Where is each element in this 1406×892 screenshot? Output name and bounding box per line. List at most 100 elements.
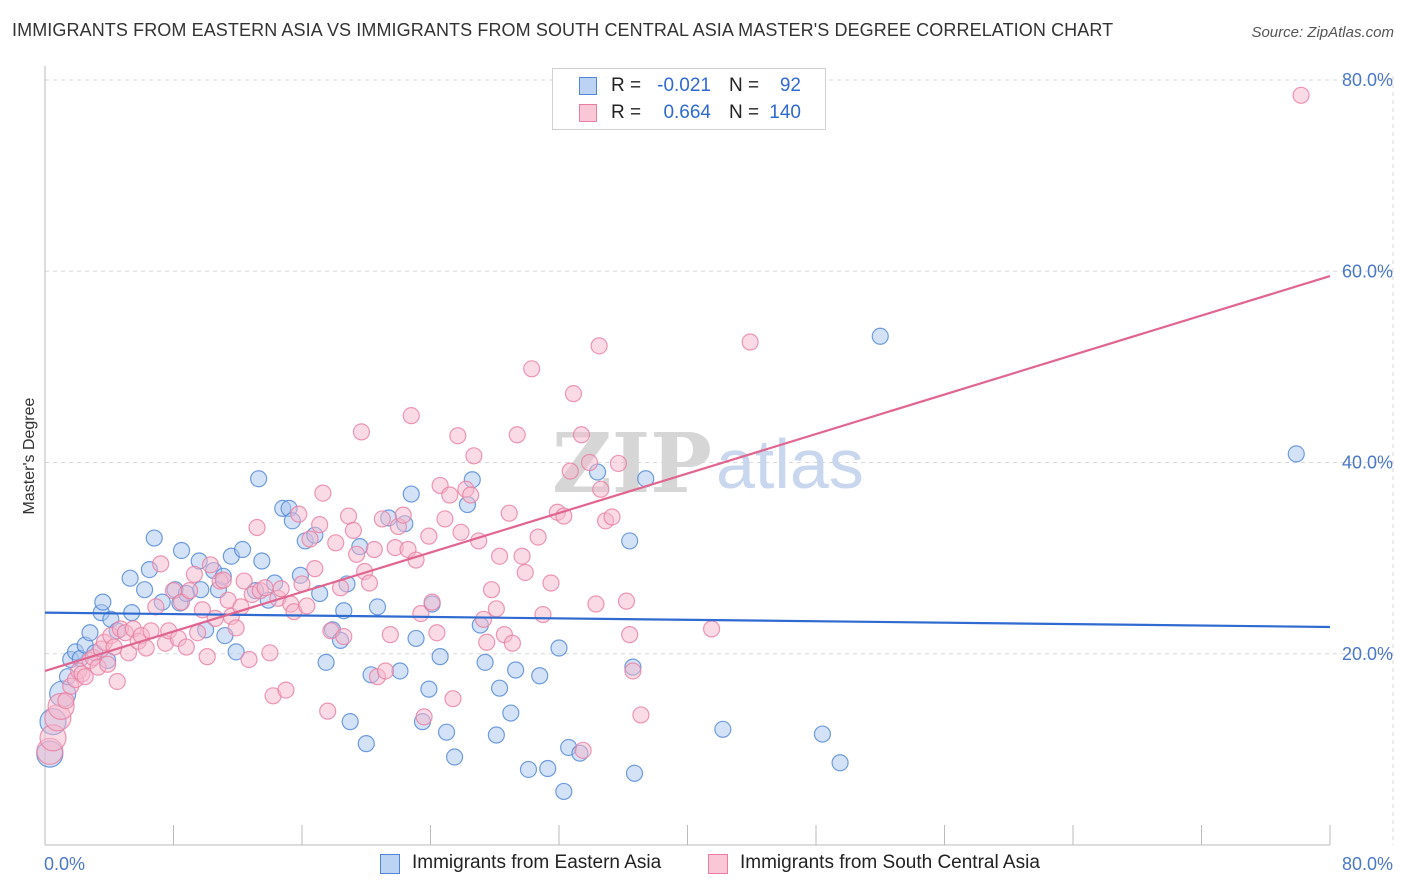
data-point-south-central-asia xyxy=(376,662,395,680)
legend-label-south-central-asia: Immigrants from South Central Asia xyxy=(740,852,1040,873)
data-point-south-central-asia xyxy=(534,605,552,624)
data-point-eastern-asia xyxy=(431,648,449,666)
data-point-south-central-asia xyxy=(256,579,274,597)
data-point-eastern-asia xyxy=(250,470,268,488)
swatch-eastern-asia xyxy=(579,77,597,95)
data-point-south-central-asia xyxy=(352,423,371,441)
data-point-south-central-asia xyxy=(508,426,526,444)
y-tick-label: 40.0% xyxy=(1342,453,1393,473)
n-value: 92 xyxy=(779,75,801,96)
data-point-south-central-asia xyxy=(298,597,316,615)
data-point-south-central-asia xyxy=(452,523,470,541)
data-point-south-central-asia xyxy=(487,600,505,618)
data-point-eastern-asia xyxy=(368,598,387,616)
data-point-south-central-asia xyxy=(609,454,628,473)
data-point-south-central-asia xyxy=(235,572,253,590)
data-point-south-central-asia xyxy=(185,565,203,583)
data-point-south-central-asia xyxy=(617,592,636,610)
data-point-south-central-asia xyxy=(402,407,420,425)
data-point-south-central-asia xyxy=(147,598,165,616)
trendline-eastern-asia xyxy=(44,611,1331,629)
data-point-south-central-asia xyxy=(624,662,642,680)
stats-legend-box: R = -0.021 N = 92 R = 0.664 N = 140 xyxy=(552,68,826,130)
n-value: 140 xyxy=(769,102,801,123)
data-point-eastern-asia xyxy=(621,532,639,550)
data-point-south-central-asia xyxy=(314,484,332,502)
data-point-eastern-asia xyxy=(233,540,252,559)
data-point-south-central-asia xyxy=(180,582,199,600)
data-point-south-central-asia xyxy=(57,692,75,710)
data-point-eastern-asia xyxy=(121,569,139,587)
data-point-eastern-asia xyxy=(550,639,568,657)
data-point-south-central-asia xyxy=(108,672,126,691)
data-point-south-central-asia xyxy=(365,540,383,559)
data-point-south-central-asia xyxy=(373,510,391,528)
data-point-south-central-asia xyxy=(542,574,560,592)
trend-lines xyxy=(44,274,1331,673)
swatch-south-central-asia xyxy=(579,104,597,122)
data-point-eastern-asia xyxy=(539,759,557,778)
watermark-atlas: atlas xyxy=(716,425,864,503)
data-point-south-central-asia xyxy=(465,447,483,465)
y-tick-label: 20.0% xyxy=(1342,644,1393,664)
r-value: 0.664 xyxy=(663,102,711,123)
data-point-eastern-asia xyxy=(402,485,420,503)
data-point-south-central-asia xyxy=(152,555,170,573)
data-point-eastern-asia xyxy=(94,593,112,611)
data-point-south-central-asia xyxy=(248,518,266,537)
data-point-eastern-asia xyxy=(145,529,163,547)
data-point-south-central-asia xyxy=(201,556,220,574)
data-point-south-central-asia xyxy=(360,574,379,592)
data-point-eastern-asia xyxy=(813,725,832,743)
data-point-eastern-asia xyxy=(437,723,456,741)
data-point-south-central-asia xyxy=(516,563,534,582)
y-tick-label: 80.0% xyxy=(1342,70,1393,90)
data-point-eastern-asia xyxy=(81,624,99,642)
data-point-eastern-asia xyxy=(490,679,509,697)
data-point-south-central-asia xyxy=(272,580,290,598)
data-point-south-central-asia xyxy=(335,627,353,646)
data-point-south-central-asia xyxy=(621,626,639,644)
data-point-south-central-asia xyxy=(592,480,610,498)
data-point-south-central-asia xyxy=(436,510,454,528)
stats-row-south-central-asia: R = 0.664 N = 140 xyxy=(553,101,825,127)
data-point-eastern-asia xyxy=(507,661,525,679)
data-point-eastern-asia xyxy=(625,764,644,782)
data-point-south-central-asia xyxy=(580,453,599,472)
data-point-south-central-asia xyxy=(420,527,438,545)
data-point-south-central-asia xyxy=(214,571,232,589)
data-point-south-central-asia xyxy=(277,681,295,699)
r-label: R = xyxy=(611,75,642,96)
data-point-south-central-asia xyxy=(574,741,592,759)
data-point-south-central-asia xyxy=(428,624,446,642)
data-point-eastern-asia xyxy=(487,726,505,744)
data-point-south-central-asia xyxy=(482,581,501,599)
data-point-eastern-asia xyxy=(445,748,464,766)
data-point-south-central-asia xyxy=(319,702,337,720)
data-point-south-central-asia xyxy=(240,650,258,669)
data-point-south-central-asia xyxy=(561,462,579,480)
data-point-south-central-asia xyxy=(76,668,94,686)
data-point-south-central-asia xyxy=(564,385,583,403)
data-point-eastern-asia xyxy=(391,662,409,680)
data-point-eastern-asia xyxy=(335,602,353,620)
tick-labels: 20.0% 40.0% 60.0% 80.0% 0.0% 80.0% xyxy=(44,70,1393,874)
data-point-south-central-asia xyxy=(327,534,345,552)
trendline-south-central-asia xyxy=(44,274,1331,673)
legend-swatch-south-central-asia xyxy=(708,854,728,874)
n-label: N = xyxy=(729,102,760,123)
data-point-south-central-asia xyxy=(523,360,541,378)
data-point-south-central-asia xyxy=(503,634,522,652)
data-point-south-central-asia xyxy=(478,633,496,651)
data-point-south-central-asia xyxy=(339,507,358,525)
data-point-south-central-asia xyxy=(188,624,207,642)
data-point-eastern-asia xyxy=(420,680,438,698)
data-point-south-central-asia xyxy=(632,706,650,724)
n-label: N = xyxy=(729,75,760,96)
data-point-south-central-asia xyxy=(587,595,605,613)
x-tick-label: 0.0% xyxy=(44,854,85,874)
data-point-eastern-asia xyxy=(357,735,375,753)
chart-source: Source: ZipAtlas.com xyxy=(1251,24,1394,41)
data-point-south-central-asia xyxy=(444,690,462,708)
